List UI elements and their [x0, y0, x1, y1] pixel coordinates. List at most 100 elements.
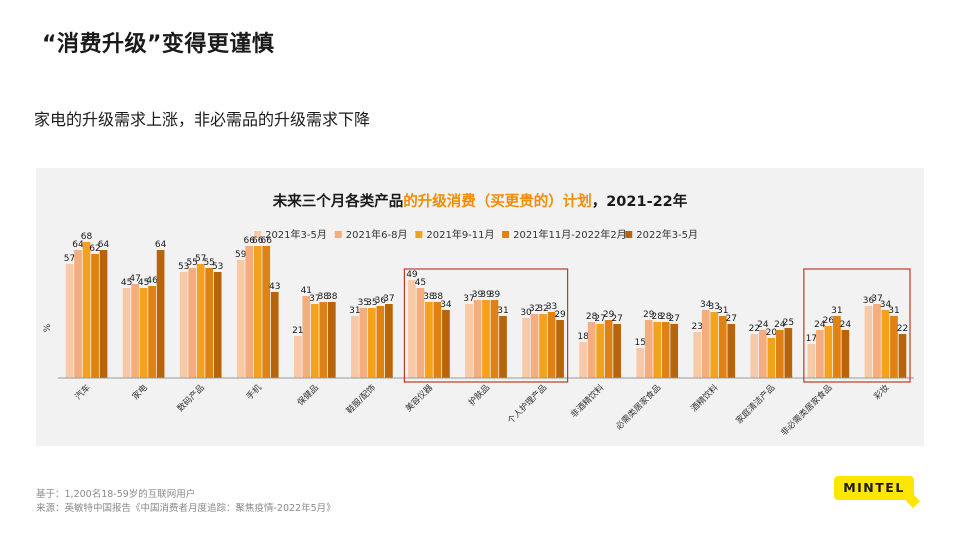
data-label-3-1: 66	[244, 236, 256, 246]
data-label-8-4: 29	[554, 310, 566, 320]
data-label-5-3: 36	[375, 296, 387, 306]
bar-10-3	[661, 322, 670, 378]
data-label-11-2: 33	[709, 302, 720, 312]
bar-3-4	[270, 292, 279, 378]
logo-text: MINTEL	[843, 480, 905, 495]
data-label-13-0: 17	[806, 334, 817, 344]
legend-label-1: 2021年6-8月	[346, 228, 408, 241]
bar-5-0	[351, 316, 359, 378]
bar-14-1	[873, 304, 881, 378]
bar-8-1	[530, 314, 539, 378]
data-label-9-0: 18	[577, 332, 589, 342]
bar-9-3	[604, 320, 613, 378]
data-label-14-0: 36	[863, 296, 875, 306]
category-label-6: 美容仪器	[403, 382, 435, 414]
legend-label-3: 2021年11月-2022年2月	[513, 228, 627, 241]
bar-11-0	[693, 332, 702, 378]
bar-14-0	[864, 306, 873, 378]
category-label-8: 个人护理产品	[505, 382, 549, 426]
mintel-logo: MINTEL	[834, 476, 921, 509]
bar-14-4	[898, 334, 907, 378]
data-label-6-1: 45	[415, 278, 426, 288]
data-label-8-2: 32	[537, 304, 548, 314]
bar-14-3	[890, 316, 898, 378]
data-label-10-3: 28	[660, 312, 672, 322]
legend-swatch-2	[415, 231, 423, 238]
bar-13-2	[824, 326, 833, 378]
data-label-13-3: 31	[831, 306, 842, 316]
bar-13-3	[833, 316, 841, 378]
bar-6-4	[442, 310, 450, 378]
legend-swatch-1	[334, 231, 342, 238]
legend-label-0: 2021年3-5月	[265, 228, 327, 241]
bar-13-1	[816, 330, 824, 378]
data-label-0-4: 64	[98, 240, 110, 250]
data-label-1-3: 46	[146, 276, 158, 286]
data-label-7-3: 39	[489, 290, 501, 300]
data-label-7-1: 39	[472, 290, 484, 300]
category-label-4: 保健品	[295, 382, 321, 408]
bar-6-3	[433, 302, 442, 378]
data-label-12-3: 24	[774, 320, 786, 330]
bar-0-3	[91, 254, 99, 378]
data-label-8-3: 33	[546, 302, 557, 312]
bar-5-2	[368, 308, 376, 378]
data-label-10-0: 15	[634, 338, 645, 348]
bar-7-3	[490, 300, 499, 378]
data-label-3-0: 59	[235, 250, 247, 260]
bar-3-1	[245, 246, 254, 378]
bar-1-2	[139, 288, 148, 378]
category-label-0: 汽车	[73, 382, 93, 402]
legend-label-4: 2022年3-5月	[636, 228, 698, 241]
data-label-0-1: 64	[72, 240, 84, 250]
bar-8-3	[547, 312, 556, 378]
bar-10-0	[636, 348, 645, 378]
data-label-2-3: 55	[203, 258, 214, 268]
data-label-3-3: 66	[261, 236, 273, 246]
chart: 未来三个月各类产品的升级消费（买更贵的）计划，2021-22年 2021年3-5月…	[43, 192, 914, 438]
bar-7-2	[482, 300, 490, 378]
data-label-3-2: 66	[252, 236, 264, 246]
bar-6-2	[425, 302, 433, 378]
category-label-14: 彩妆	[872, 382, 892, 402]
bar-7-0	[465, 304, 473, 378]
bar-3-3	[262, 246, 271, 378]
data-label-6-2: 38	[423, 292, 435, 302]
data-label-6-3: 38	[432, 292, 444, 302]
data-label-11-3: 31	[717, 306, 728, 316]
data-label-2-4: 53	[212, 262, 223, 272]
bar-8-2	[539, 314, 547, 378]
category-label-9: 非酒精饮料	[568, 382, 606, 420]
bar-9-1	[587, 322, 596, 378]
data-label-8-0: 30	[520, 308, 532, 318]
data-label-5-1: 35	[358, 298, 369, 308]
data-label-0-2: 68	[81, 232, 93, 242]
bar-2-2	[196, 264, 205, 378]
bar-14-2	[881, 310, 890, 378]
data-label-1-2: 45	[138, 278, 149, 288]
data-label-4-1: 41	[301, 286, 312, 296]
bar-11-4	[727, 324, 736, 378]
bar-9-4	[613, 324, 621, 378]
data-label-14-1: 37	[871, 294, 882, 304]
chart-title: 未来三个月各类产品的升级消费（买更贵的）计划，2021-22年	[272, 192, 688, 210]
data-label-3-4: 43	[269, 282, 280, 292]
bar-9-2	[596, 324, 604, 378]
bar-1-0	[122, 288, 131, 378]
bar-9-0	[579, 342, 587, 378]
bar-1-3	[148, 286, 156, 378]
footnote-source: 来源：英敏特中国报告《中国消费者月度追踪：聚焦疫情-2022年5月》	[36, 503, 336, 514]
bar-13-4	[841, 330, 850, 378]
footnote-base: 基于：1,200名18-59岁的互联网用户	[36, 489, 196, 500]
bar-11-3	[718, 316, 727, 378]
bar-0-1	[74, 250, 82, 378]
data-label-12-2: 20	[766, 328, 778, 338]
data-label-0-0: 57	[64, 254, 75, 264]
bar-1-4	[156, 250, 165, 378]
data-label-11-1: 34	[700, 300, 712, 310]
bar-2-0	[179, 272, 188, 378]
highlight-box-0	[403, 268, 569, 383]
data-label-14-2: 34	[880, 300, 892, 310]
bar-2-4	[213, 272, 222, 378]
data-label-7-0: 37	[463, 294, 474, 304]
